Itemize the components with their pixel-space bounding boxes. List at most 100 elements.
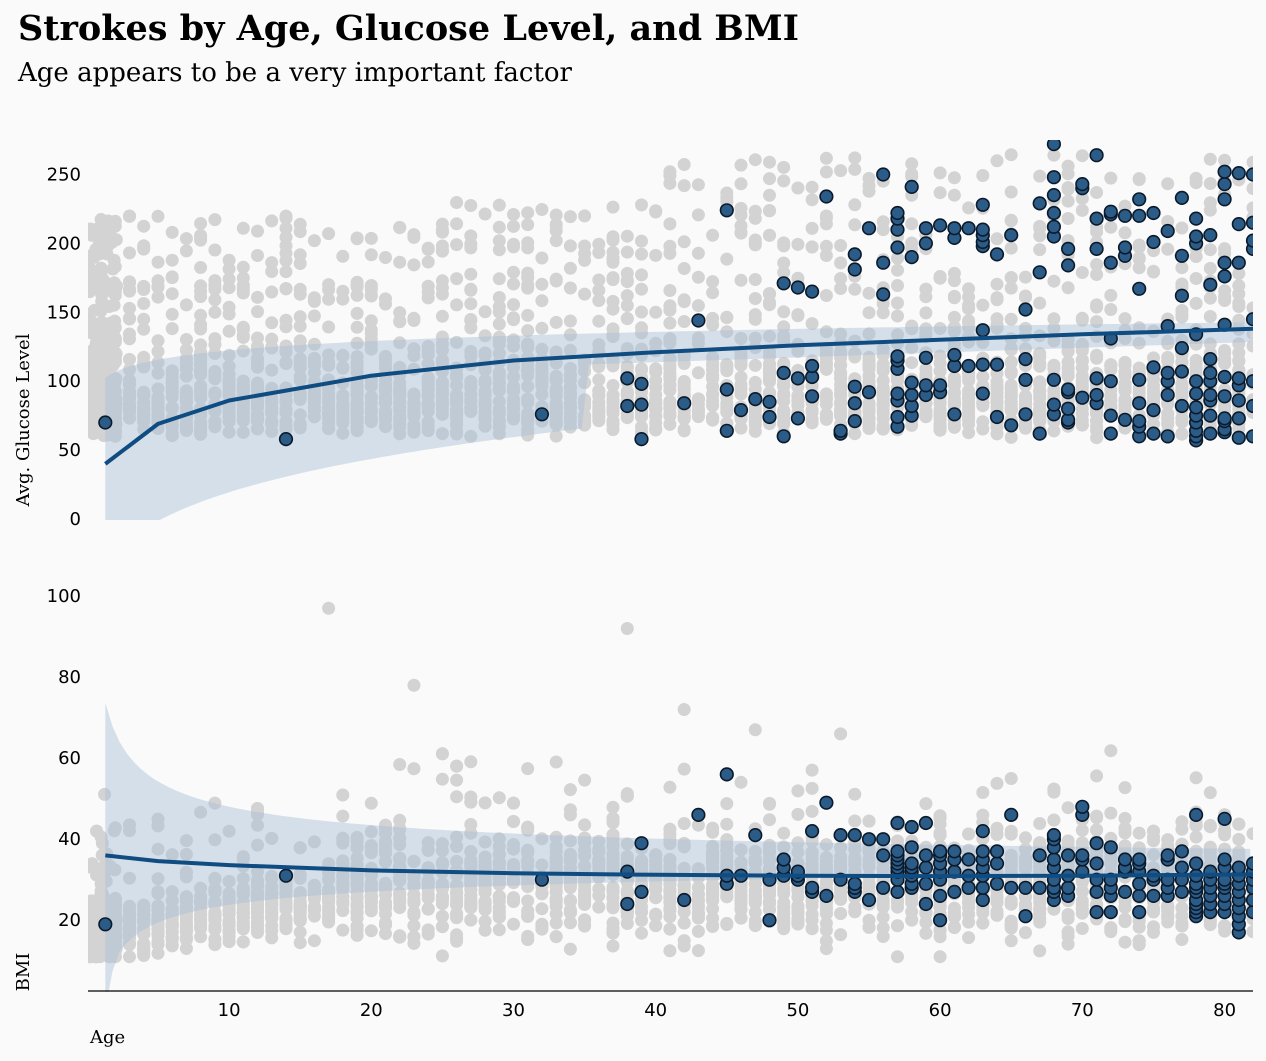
glucose-no-stroke-point [251,360,264,374]
glucose-no-stroke-point [734,421,748,435]
glucose-no-stroke-point [222,324,236,338]
glucose-no-stroke-point [606,200,620,214]
glucose-no-stroke-point [251,224,264,238]
glucose-no-stroke-point [635,305,648,319]
glucose-stroke-point [975,323,990,338]
glucose-no-stroke-point [1047,148,1061,162]
bmi-no-stroke-point [663,922,677,936]
glucose-no-stroke-point [1019,270,1032,284]
bmi-no-stroke-point [1147,834,1160,848]
glucose-no-stroke-point [1047,312,1061,326]
bmi-no-stroke-point [563,916,577,930]
bmi-no-stroke-point [1175,815,1189,829]
glucose-no-stroke-point [606,302,620,316]
glucose-no-stroke-point [663,176,677,190]
glucose-no-stroke-point [279,355,293,369]
glucose-no-stroke-point [1147,379,1160,393]
bmi-no-stroke-point [990,889,1004,903]
glucose-no-stroke-point [563,343,577,357]
glucose-no-stroke-point [123,311,136,325]
glucose-no-stroke-point [1019,290,1032,304]
glucose-stroke-point [1203,228,1218,243]
glucose-no-stroke-point [336,348,350,362]
glucose-stroke-point [1046,397,1061,412]
glucose-no-stroke-point [322,227,336,241]
bmi-no-stroke-point [407,908,421,922]
glucose-no-stroke-point [663,217,677,231]
glucose-no-stroke-point [507,277,520,291]
bmi-no-stroke-point [293,867,307,881]
glucose-no-stroke-point [1075,203,1089,217]
glucose-no-stroke-point [1047,321,1061,335]
glucose-no-stroke-point [464,405,478,419]
glucose-stroke-point [918,378,934,393]
glucose-no-stroke-point [706,371,720,385]
bmi-no-stroke-point [108,863,122,877]
glucose-no-stroke-point [635,234,648,248]
glucose-stroke-point [1231,371,1246,386]
bmi-no-stroke-point [336,788,350,802]
glucose-no-stroke-point [1075,354,1089,368]
glucose-stroke-point [1174,288,1189,303]
glucose-no-stroke-point [1218,399,1232,413]
glucose-no-stroke-point [1019,389,1032,403]
glucose-no-stroke-point [507,237,520,251]
glucose-no-stroke-point [208,420,222,434]
glucose-no-stroke-point [834,407,848,421]
glucose-no-stroke-point [834,282,848,295]
glucose-no-stroke-point [350,410,364,424]
glucose-stroke-point [1217,269,1232,284]
glucose-no-stroke-point [876,383,890,397]
glucose-no-stroke-point [1075,369,1089,383]
glucose-no-stroke-point [777,414,791,428]
glucose-no-stroke-point [94,304,108,318]
glucose-no-stroke-point [151,345,165,358]
glucose-no-stroke-point [265,214,279,228]
bmi-no-stroke-point [819,942,833,956]
glucose-no-stroke-point [549,385,563,399]
glucose-no-stroke-point [236,397,250,411]
glucose-no-stroke-point [777,305,791,319]
glucose-stroke-point [620,398,635,414]
glucose-no-stroke-point [891,309,904,323]
bmi-no-stroke-point [393,893,407,906]
glucose-no-stroke-point [435,383,449,397]
glucose-no-stroke-point [100,247,114,261]
chart-title: Strokes by Age, Glucose Level, and BMI [18,8,799,49]
glucose-no-stroke-point [976,298,990,312]
glucose-no-stroke-point [364,342,378,356]
glucose-no-stroke-point [364,231,378,245]
glucose-no-stroke-point [862,184,876,198]
bmi-no-stroke-point [962,931,976,945]
glucose-no-stroke-point [734,219,748,233]
bmi-no-stroke-point [123,818,136,832]
glucose-no-stroke-point [393,336,407,350]
glucose-stroke-point [890,205,905,221]
bmi-no-stroke-point [1118,811,1132,825]
glucose-no-stroke-point [976,169,990,182]
bmi-no-stroke-point [592,900,606,914]
glucose-no-stroke-point [677,315,691,328]
glucose-no-stroke-point [179,298,193,312]
glucose-no-stroke-point [1033,359,1047,373]
bmi-no-stroke-point [805,921,819,935]
glucose-no-stroke-point [393,221,407,235]
glucose-no-stroke-point [663,336,677,350]
glucose-no-stroke-point [834,382,848,396]
glucose-no-stroke-point [848,427,862,441]
glucose-no-stroke-point [535,203,549,216]
bmi-no-stroke-point [450,854,464,868]
glucose-no-stroke-point [990,312,1004,326]
bmi-no-stroke-point [407,930,421,944]
glucose-no-stroke-point [1104,393,1118,407]
glucose-no-stroke-point [649,403,663,417]
glucose-no-stroke-point [592,273,606,287]
glucose-no-stroke-point [962,398,976,412]
glucose-no-stroke-point [521,241,535,255]
glucose-stroke-point [861,385,877,400]
glucose-no-stroke-point [720,311,734,325]
glucose-no-stroke-point [507,208,520,221]
glucose-no-stroke-point [307,404,321,418]
glucose-no-stroke-point [990,154,1004,168]
